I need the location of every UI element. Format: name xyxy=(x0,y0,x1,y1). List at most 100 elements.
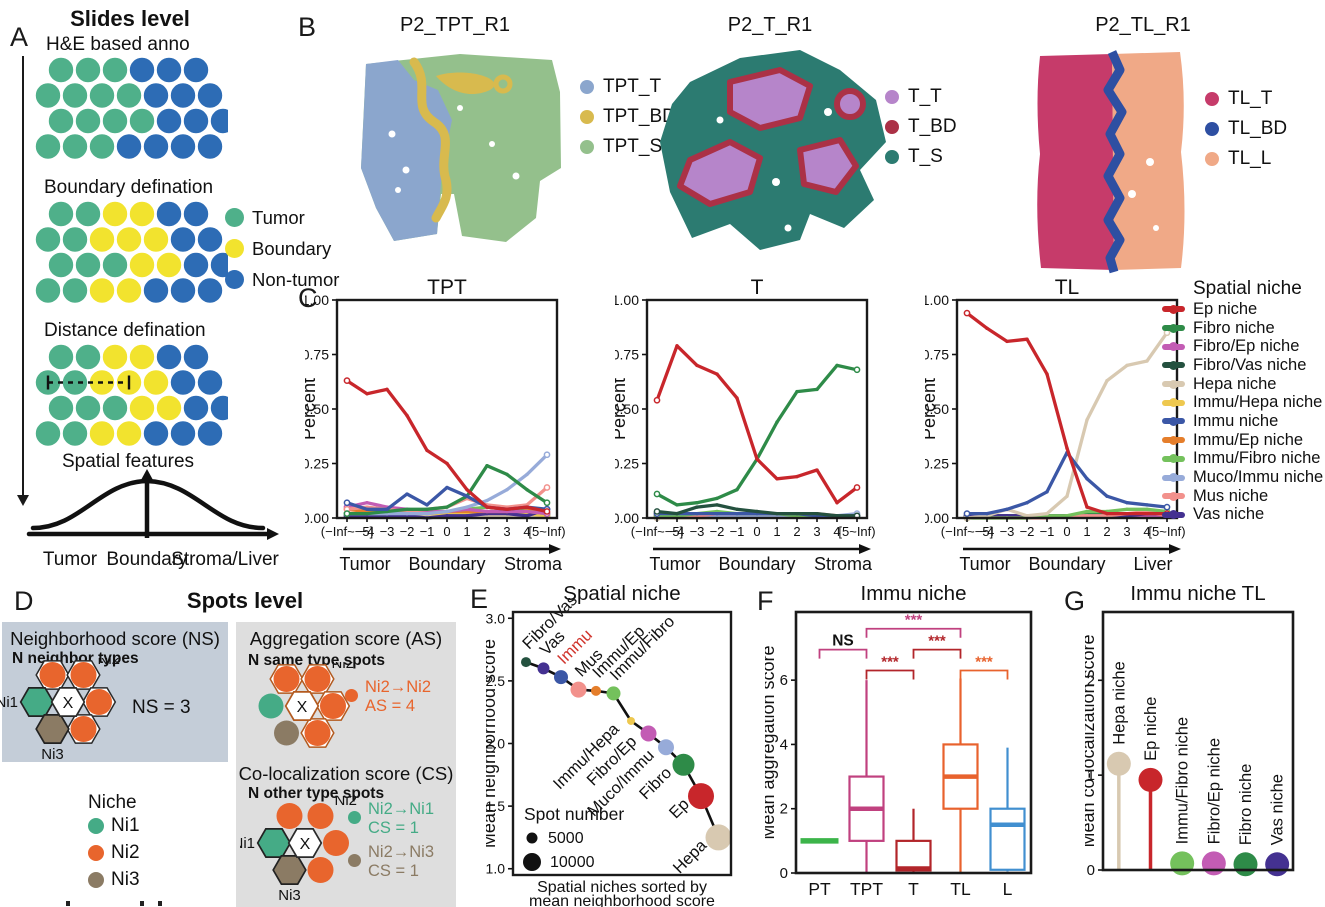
spatial-niche-scatter: 1.01.52.02.53.0 Fibro/VasVasImmuMusImmu/E… xyxy=(486,598,733,907)
section-distance: Distance defination xyxy=(44,320,206,341)
niche-legend-item: Ni2 xyxy=(88,839,140,866)
svg-text:T: T xyxy=(751,278,764,299)
map-legend-item: TL_T xyxy=(1205,84,1287,114)
niche-legend-item: Ni1 xyxy=(88,812,140,839)
svg-text:Tumor: Tumor xyxy=(959,554,1010,574)
svg-text:Percent: Percent xyxy=(305,378,319,440)
map-title-tpt: P2_TPT_R1 xyxy=(399,14,511,36)
tl-line-chart: 0.00 0.25 0.50 0.75 1.00 (−Inf~−5]−4 −3 −2 −1 0 1 2… xyxy=(925,278,1186,574)
svg-text:1.00: 1.00 xyxy=(305,292,329,308)
svg-text:Vas niche: Vas niche xyxy=(1269,774,1287,845)
svg-text:4: 4 xyxy=(523,524,530,539)
legend-label: Immu/Hepa niche xyxy=(1193,393,1323,412)
cs-note-ni3-line1: Ni2→Ni3 xyxy=(368,843,435,861)
legend-label: Non-tumor xyxy=(252,268,340,290)
svg-text:Percent: Percent xyxy=(925,378,939,440)
svg-text:Ep niche: Ep niche xyxy=(1142,697,1160,761)
svg-text:[5~Inf): [5~Inf) xyxy=(1148,524,1185,539)
map-title-tl: P2_TL_R1 xyxy=(1095,14,1191,36)
svg-text:2: 2 xyxy=(483,524,490,539)
cs-note-ni1-line1: Ni2→Ni1 xyxy=(368,800,435,818)
svg-text:6: 6 xyxy=(780,672,788,689)
map-legend-item: TPT_T xyxy=(580,72,676,102)
svg-text:1.00: 1.00 xyxy=(615,292,639,308)
cs-note-ni1-dot xyxy=(348,811,361,824)
svg-text:−3: −3 xyxy=(1000,524,1015,539)
svg-text:Ni1: Ni1 xyxy=(0,694,18,711)
legend-dot xyxy=(885,150,899,164)
svg-text:0: 0 xyxy=(1063,524,1070,539)
svg-text:Stroma: Stroma xyxy=(504,554,563,574)
ns-title: Neighborhood score (NS) xyxy=(10,628,220,649)
svg-text:0.50: 0.50 xyxy=(615,401,639,417)
panel-a-label: A xyxy=(10,22,29,52)
svg-text:1: 1 xyxy=(1083,524,1090,539)
annotation-legend-item: Boundary xyxy=(225,233,339,264)
as-title: Aggregation score (AS) xyxy=(249,628,443,649)
spatial-niche-legend-item: Immu/Fibro niche xyxy=(1162,449,1323,469)
svg-text:−2: −2 xyxy=(710,524,725,539)
svg-text:***: *** xyxy=(975,654,993,671)
spatial-niche-legend-item: Immu/Ep niche xyxy=(1162,431,1323,450)
svg-text:TPT: TPT xyxy=(850,879,883,899)
spatial-niche-legend-item: Mus niche xyxy=(1162,487,1323,506)
legend-dot xyxy=(885,120,899,134)
svg-text:0.75: 0.75 xyxy=(615,347,639,363)
svg-text:***: *** xyxy=(881,654,899,671)
svg-text:Liver: Liver xyxy=(1133,554,1172,574)
svg-text:1: 1 xyxy=(463,524,470,539)
svg-text:Boundary: Boundary xyxy=(408,554,485,574)
annotation-legend-item: Non-tumor xyxy=(225,264,339,295)
legend-line-marker xyxy=(1162,342,1185,352)
map-legend-item: TL_L xyxy=(1205,144,1287,174)
spatial-niche-legend: Ep niche Fibro niche Fibro/Ep niche Fibro/V… xyxy=(1162,300,1323,524)
legend-dot xyxy=(885,90,899,104)
svg-text:0.25: 0.25 xyxy=(925,456,949,472)
legend-line-marker xyxy=(1162,398,1185,408)
legend-label: TL_BD xyxy=(1228,118,1288,139)
legend-label: Ni3 xyxy=(111,868,140,890)
svg-text:3: 3 xyxy=(813,524,820,539)
annotation-legend-item: Tumor xyxy=(225,202,339,233)
scatter-title: Spatial niche xyxy=(563,582,681,605)
cropped-text-remnant xyxy=(140,901,144,906)
legend-label: Ni1 xyxy=(111,814,140,836)
svg-text:Percent: Percent xyxy=(615,378,629,440)
feature-axis-tumor: Tumor xyxy=(42,549,98,570)
svg-text:−2: −2 xyxy=(400,524,415,539)
as-note: Ni2→Ni2 AS = 4 xyxy=(345,678,431,716)
svg-text:0.50: 0.50 xyxy=(925,401,949,417)
legend-dot xyxy=(580,110,594,124)
svg-text:3: 3 xyxy=(503,524,510,539)
svg-text:4: 4 xyxy=(833,524,840,539)
svg-text:***: *** xyxy=(905,612,923,629)
legend-label: TPT_BD xyxy=(603,106,676,127)
as-note-line1: Ni2→Ni2 xyxy=(365,678,432,696)
tpt-spatial-map xyxy=(361,54,561,242)
legend-line-marker xyxy=(1162,491,1185,501)
panel-c-label: C xyxy=(298,283,318,313)
svg-text:1: 1 xyxy=(773,524,780,539)
anno-dot-grid xyxy=(34,56,228,160)
svg-text:[5~Inf): [5~Inf) xyxy=(838,524,875,539)
slides-level-title: Slides level xyxy=(70,6,190,31)
cs-subtitle: N other type spots xyxy=(248,785,385,802)
cs-title: Co-localization score (CS) xyxy=(238,763,454,784)
svg-text:−1: −1 xyxy=(420,524,435,539)
cs-note-ni3-dot xyxy=(348,854,361,867)
panel-f-label: F xyxy=(757,586,774,616)
spatial-niche-legend-item: Fibro/Vas niche xyxy=(1162,356,1323,375)
svg-text:X: X xyxy=(297,699,308,716)
svg-text:4: 4 xyxy=(1143,524,1150,539)
svg-text:2: 2 xyxy=(1087,672,1095,689)
tpt-line-chart: 0.00 0.25 0.50 0.75 1.00 (−Inf~−5]−4 −3 −2 −1 0 1 2… xyxy=(305,278,566,574)
svg-text:0.25: 0.25 xyxy=(615,456,639,472)
svg-text:Fibro/Ep niche: Fibro/Ep niche xyxy=(1205,738,1223,844)
legend-line-marker xyxy=(1162,323,1185,333)
t-spatial-map xyxy=(660,50,886,250)
legend-line-marker xyxy=(1162,360,1185,370)
legend-line-marker xyxy=(1162,379,1185,389)
svg-text:0.75: 0.75 xyxy=(305,347,329,363)
svg-text:−4: −4 xyxy=(670,524,685,539)
boxplot-title: Immu niche xyxy=(860,582,967,605)
